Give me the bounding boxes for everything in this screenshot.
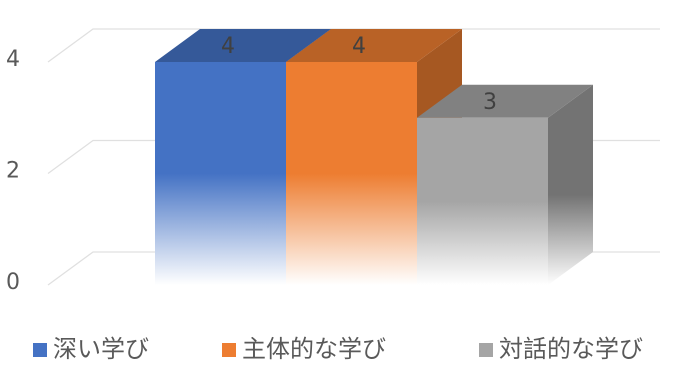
legend: 深い学び 主体的な学び 対話的な学び (33, 335, 643, 363)
legend-label: 深い学び (53, 335, 149, 363)
y-axis: 0 2 4 (6, 47, 20, 295)
data-label: 4 (221, 34, 235, 59)
data-label: 4 (352, 34, 366, 59)
legend-swatch (479, 343, 493, 357)
data-label: 3 (483, 90, 497, 115)
gridline (47, 28, 660, 63)
bar (417, 84, 593, 285)
legend-swatch (33, 343, 47, 357)
legend-item: 深い学び (33, 335, 149, 363)
legend-label: 主体的な学び (242, 335, 386, 363)
y-tick-label: 0 (6, 270, 20, 295)
data-labels: 4 4 3 (221, 34, 497, 115)
legend-item: 主体的な学び (222, 335, 386, 363)
legend-label: 対話的な学び (499, 335, 643, 363)
bars (155, 29, 593, 285)
y-tick-label: 2 (6, 159, 20, 184)
y-tick-label: 4 (6, 47, 20, 72)
legend-swatch (222, 343, 236, 357)
legend-item: 対話的な学び (479, 335, 643, 363)
